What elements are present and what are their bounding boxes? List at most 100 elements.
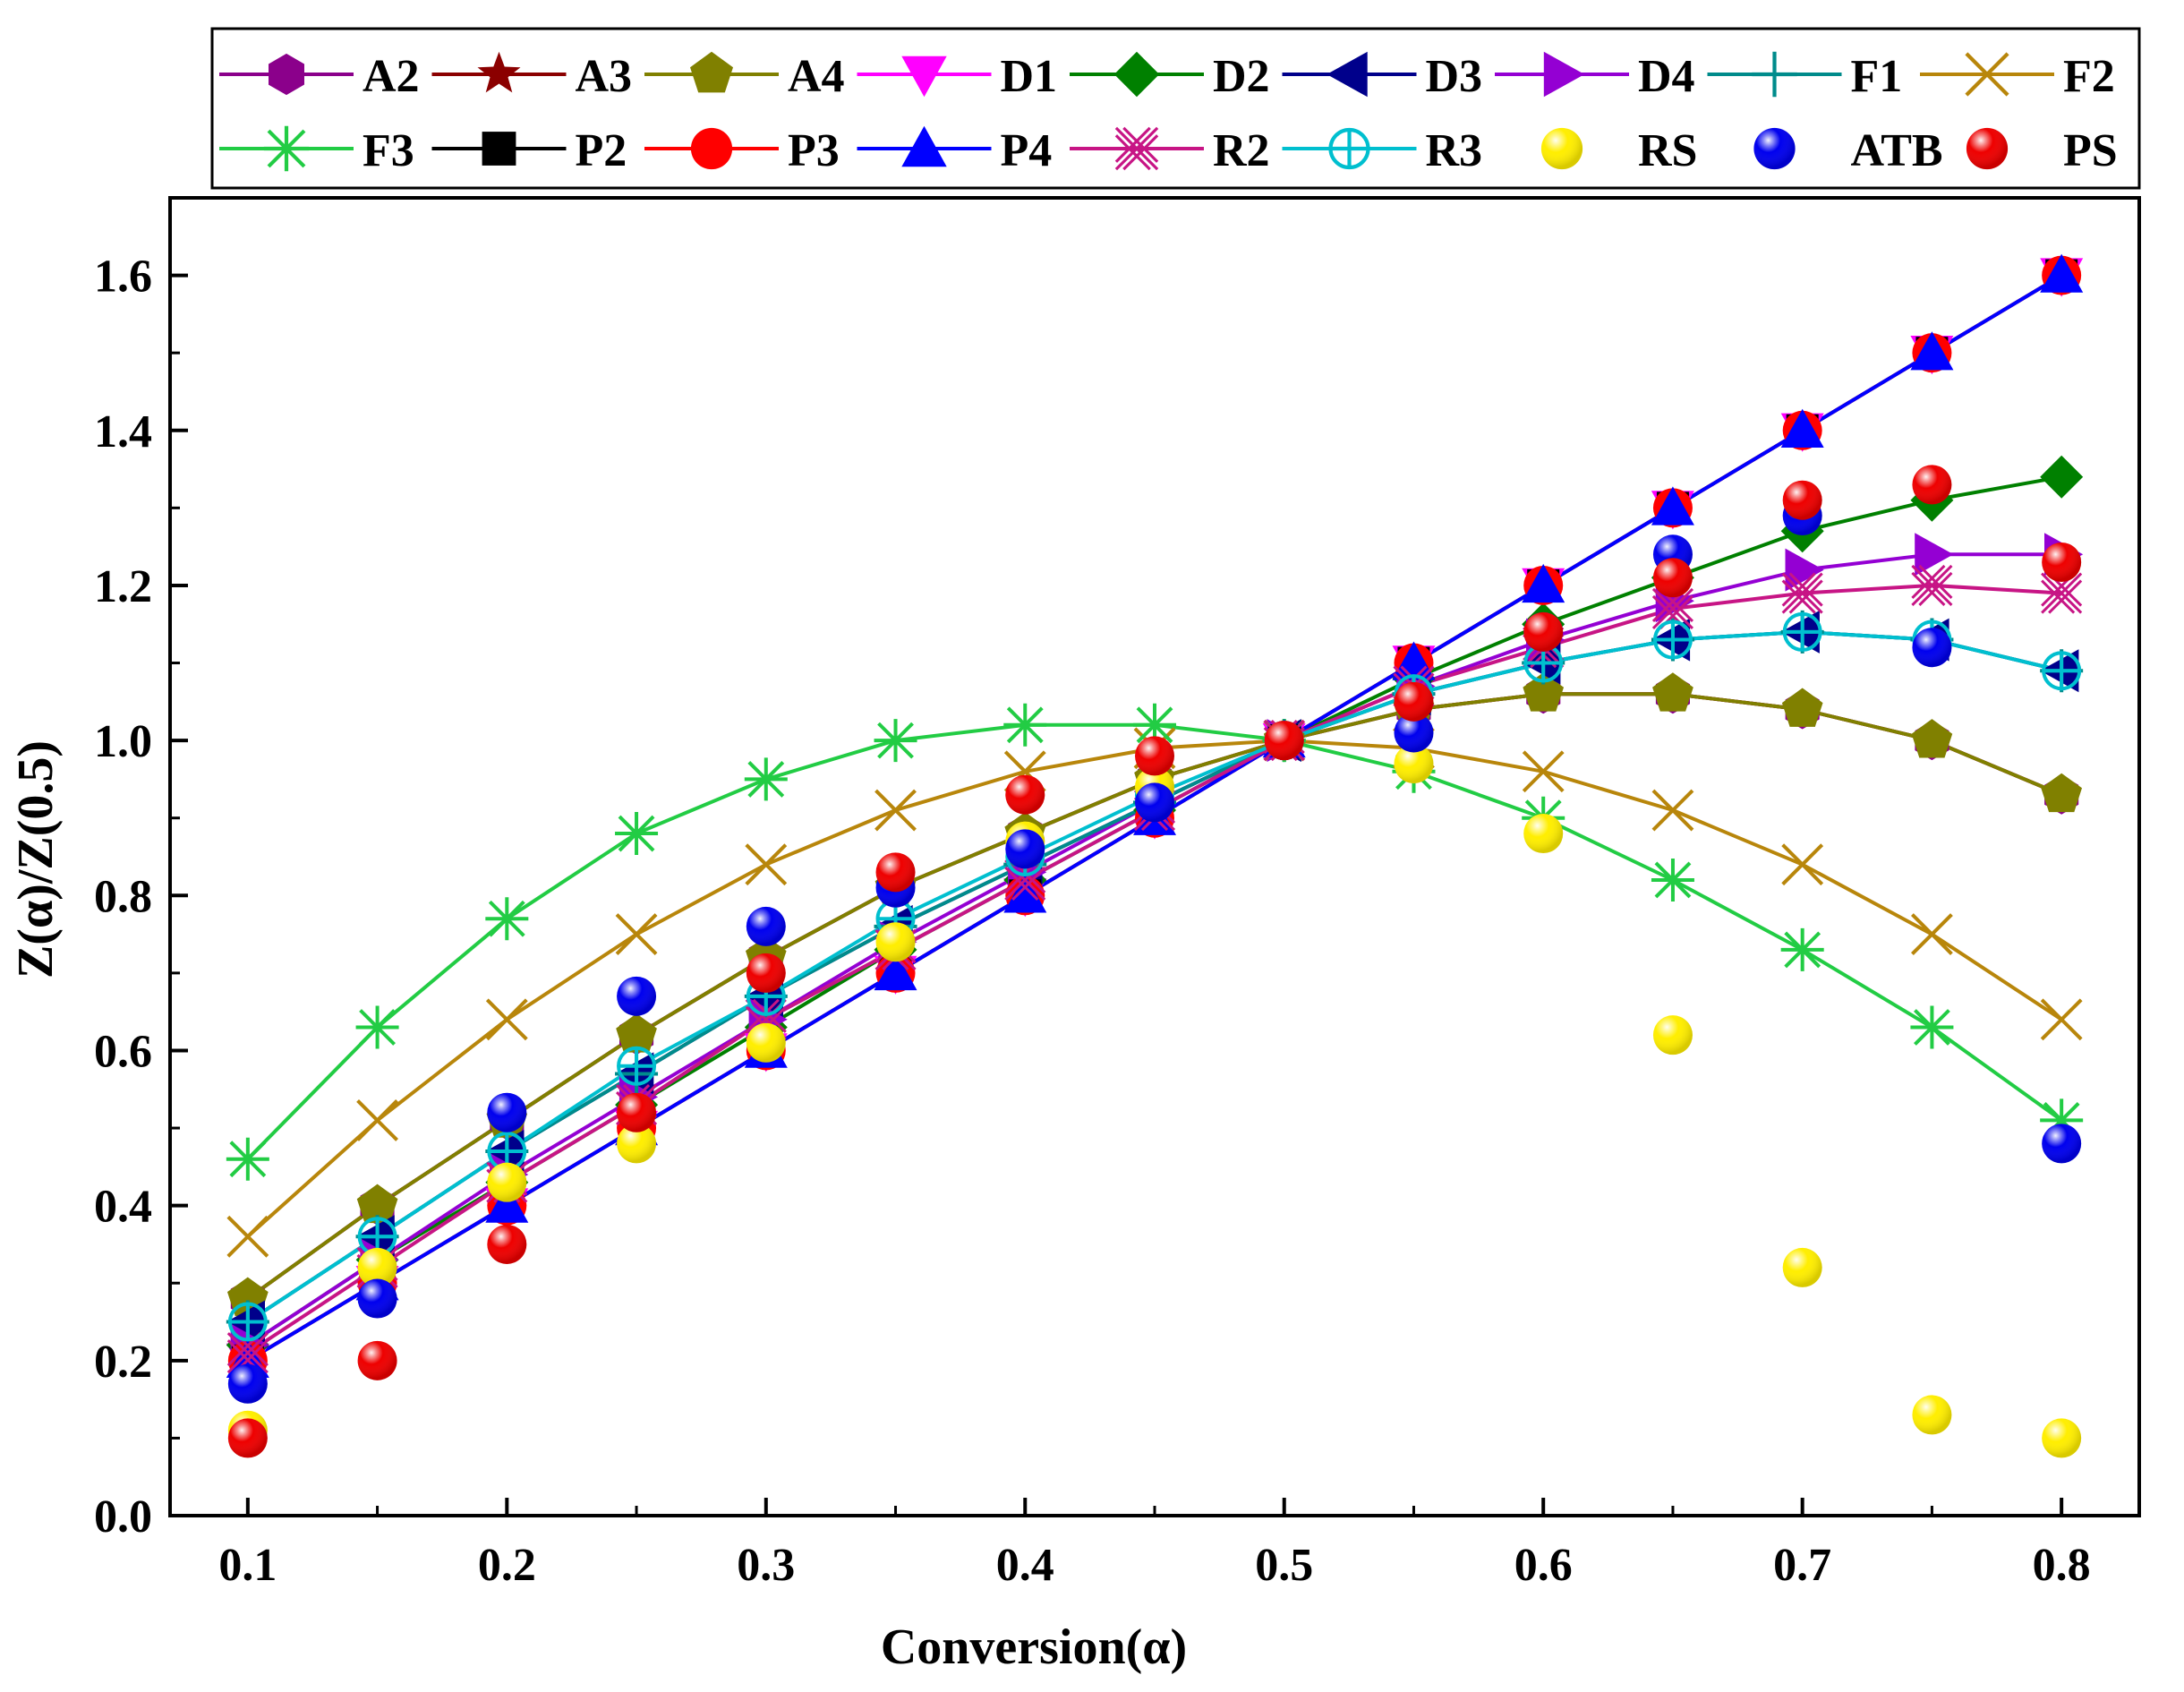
legend-swatch-marker (482, 132, 516, 166)
legend-label: R3 (1426, 125, 1483, 176)
legend-entry-atb: ATB (1753, 125, 1943, 176)
legend-swatch-marker (1753, 127, 1796, 170)
x-tick-label: 0.6 (1514, 1540, 1573, 1591)
data-point-rs (357, 1247, 397, 1287)
data-point-f3 (1003, 703, 1047, 747)
legend-entry-a2: A2 (219, 51, 420, 102)
data-point-ps (227, 1418, 268, 1458)
data-point-a4 (616, 1013, 657, 1053)
legend-label: P4 (1001, 125, 1053, 176)
data-point-f2 (1651, 789, 1694, 832)
data-point-r2 (2041, 572, 2083, 614)
data-point-ps (487, 1224, 527, 1264)
legend-swatch-marker (901, 125, 947, 167)
x-tick-label: 0.8 (2033, 1540, 2091, 1591)
data-point-r2 (1911, 564, 1953, 607)
data-point-f2 (485, 998, 528, 1041)
legend-swatch-marker (1966, 127, 2009, 170)
legend: A2 A3 A4 D1 D2 D3 D4 F1 F2 F3 P2 P3 P4 R2 R3 RS ATB PS (219, 51, 2118, 176)
data-point-f3 (615, 812, 659, 856)
data-point-a4 (1523, 672, 1564, 712)
data-point-d2 (2040, 455, 2084, 499)
legend-label: D4 (1638, 51, 1695, 102)
data-point-p4 (1522, 563, 1565, 603)
y-tick-label: 1.2 (94, 561, 152, 612)
legend-label: F2 (2063, 51, 2115, 102)
legend-label: D1 (1001, 51, 1058, 102)
legend-entry-d3: D3 (1282, 51, 1482, 102)
x-tick-label: 0.1 (218, 1540, 277, 1591)
legend-swatch-marker (1540, 127, 1583, 170)
y-tick-label: 1.6 (94, 252, 152, 303)
data-point-atb (617, 976, 657, 1016)
x-tick-label: 0.5 (1255, 1540, 1313, 1591)
x-tick-label: 0.7 (1773, 1540, 1831, 1591)
legend-entry-p3: P3 (644, 125, 840, 176)
data-point-rs (875, 922, 916, 962)
legend-entry-d4: D4 (1495, 51, 1695, 102)
legend-label: RS (1638, 125, 1697, 176)
data-point-rs (1782, 1247, 1822, 1287)
data-point-f2 (615, 913, 658, 956)
data-point-f2 (1781, 843, 1824, 886)
legend-entry-a4: A4 (644, 51, 845, 102)
data-point-a4 (356, 1184, 398, 1224)
data-point-r3 (227, 1302, 268, 1342)
legend-swatch-marker (1965, 52, 2009, 97)
data-point-atb (1135, 782, 1174, 823)
axes: 0.0 0.2 0.4 0.6 0.8 1.0 1.2 1.4 1.6 0.1 0.2 0.3 0.4 0… (94, 252, 2091, 1591)
data-point-p4 (1910, 331, 1954, 371)
legend-swatch-marker (263, 125, 310, 172)
data-point-atb (1394, 713, 1434, 753)
data-point-ps (2042, 542, 2082, 582)
legend-entry-rs: RS (1540, 125, 1697, 176)
y-tick-label: 0.2 (94, 1337, 152, 1388)
legend-label: D2 (1213, 51, 1270, 102)
legend-label: A4 (788, 51, 845, 102)
data-point-ps (1782, 480, 1822, 520)
legend-label: P3 (788, 125, 840, 176)
data-point-atb (357, 1278, 397, 1319)
data-point-ps (746, 953, 786, 993)
legend-label: ATB (1851, 125, 1943, 176)
data-point-f2 (356, 1098, 398, 1141)
legend-entry-r3: R3 (1282, 125, 1483, 176)
legend-label: A3 (576, 51, 633, 102)
legend-entry-f3: F3 (219, 125, 414, 176)
data-point-ps (1005, 774, 1045, 815)
data-point-p4 (1392, 641, 1436, 680)
data-point-ps (1912, 465, 1952, 505)
data-point-f3 (2040, 1098, 2084, 1142)
data-point-atb (1912, 628, 1952, 668)
data-point-a4 (1911, 719, 1953, 758)
data-point-ps (1523, 611, 1564, 652)
data-point-f3 (1133, 703, 1176, 747)
data-point-r2 (745, 998, 787, 1040)
data-point-r3 (617, 1046, 657, 1086)
data-point-ps (1264, 721, 1304, 761)
legend-swatch-marker (1543, 51, 1585, 98)
data-point-f2 (1911, 913, 1953, 956)
data-point-rs (1394, 744, 1434, 784)
y-tick-label: 0.6 (94, 1026, 152, 1077)
data-point-p4 (1003, 874, 1047, 913)
data-point-f2 (745, 843, 788, 886)
legend-swatch-marker (690, 51, 733, 93)
legend-entry-d1: D1 (857, 51, 1058, 102)
legend-swatch-marker (690, 127, 733, 170)
data-point-r3 (1782, 611, 1822, 652)
legend-entry-p2: P2 (431, 125, 627, 176)
data-point-p4 (1651, 486, 1694, 526)
x-tick-label: 0.3 (737, 1540, 795, 1591)
y-tick-label: 0.0 (94, 1491, 152, 1542)
data-point-rs (487, 1162, 527, 1202)
legend-label: F3 (363, 125, 414, 176)
data-point-p4 (485, 1184, 529, 1223)
x-tick-label: 0.4 (996, 1540, 1054, 1591)
data-point-ps (1135, 736, 1174, 776)
data-point-f3 (226, 1137, 269, 1181)
legend-swatch-marker (477, 51, 521, 93)
legend-swatch-marker (1327, 51, 1368, 98)
